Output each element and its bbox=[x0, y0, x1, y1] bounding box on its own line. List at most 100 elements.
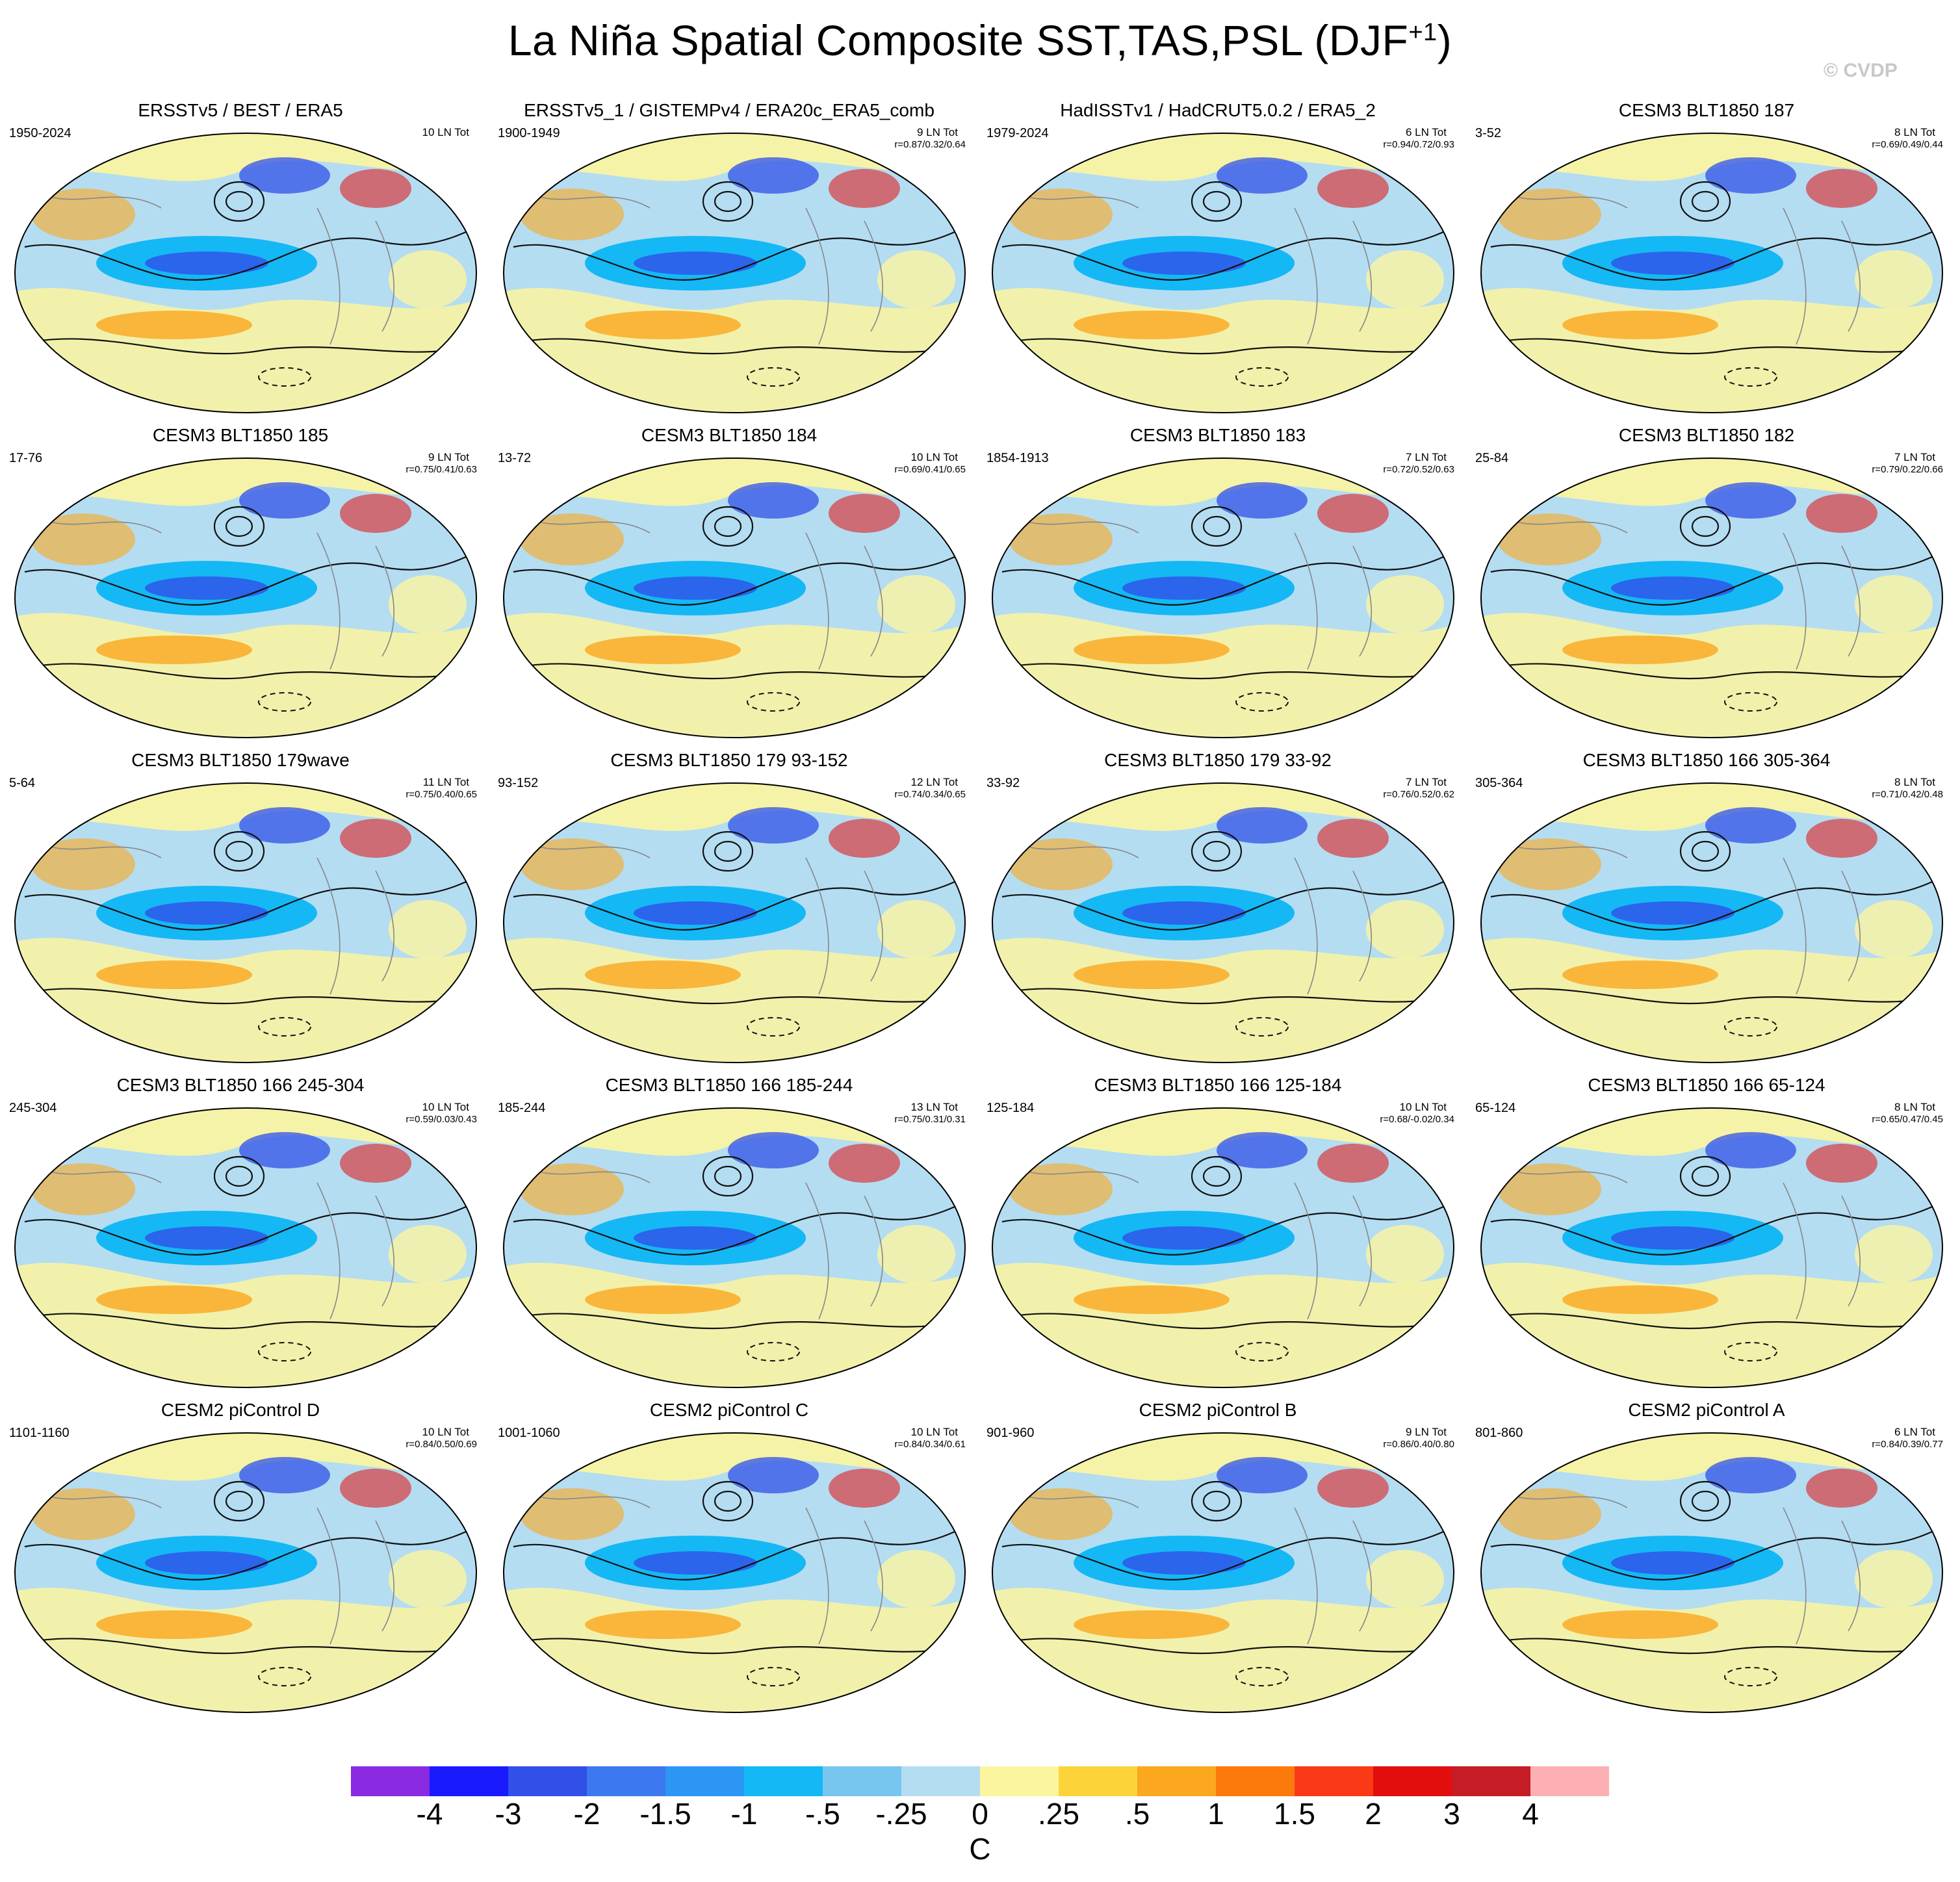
map-panel: CESM3 BLT1850 166 185-244 185-244 13 LN To… bbox=[489, 1072, 970, 1397]
pacific-cold-core bbox=[145, 1551, 268, 1575]
map-panel: CESM3 BLT1850 179wave 5-64 11 LN Tot r=0.75… bbox=[0, 747, 481, 1072]
map-border bbox=[1480, 133, 1943, 413]
north-america-cold-anomaly bbox=[1217, 807, 1308, 844]
panel-years: 93-152 bbox=[498, 776, 539, 790]
colorbar-tick-label: 2 bbox=[1365, 1797, 1382, 1831]
eurasia-warm-anomaly bbox=[829, 819, 900, 858]
eurasia-warm-anomaly bbox=[1317, 819, 1389, 858]
panel-title: CESM3 BLT1850 179 93-152 bbox=[610, 750, 848, 770]
world-map bbox=[14, 133, 477, 413]
panel-grid: ERSSTv5 / BEST / ERA5 1950-2024 10 LN Tot E… bbox=[0, 97, 1960, 1722]
south-pacific-warm-arc bbox=[1074, 311, 1230, 339]
psl-contour bbox=[995, 663, 1454, 680]
pacific-cold-core bbox=[1611, 576, 1734, 600]
psl-contour bbox=[714, 190, 742, 213]
psl-contour-negative bbox=[258, 367, 311, 387]
panel-title: CESM2 piControl C bbox=[649, 1400, 809, 1420]
south-pacific-warm-arc bbox=[96, 1610, 252, 1639]
psl-contour-negative bbox=[1235, 1667, 1289, 1686]
panel-correlation: r=0.84/0.34/0.61 bbox=[894, 1439, 966, 1450]
map-panel: CESM2 piControl B 901-960 9 LN Tot r=0.86/0… bbox=[977, 1397, 1458, 1722]
panel-title: CESM3 BLT1850 182 bbox=[1618, 425, 1795, 445]
coastline bbox=[1783, 857, 1807, 995]
asia-warm-anomaly bbox=[1497, 838, 1601, 890]
eurasia-warm-anomaly bbox=[829, 169, 900, 208]
panel-years: 185-244 bbox=[498, 1101, 546, 1115]
psl-contour bbox=[506, 1638, 965, 1655]
colorbar-tick-label: -2 bbox=[573, 1797, 600, 1831]
indian-ocean-warm-patch bbox=[1855, 575, 1933, 634]
map-border bbox=[992, 133, 1454, 413]
psl-contour bbox=[24, 551, 476, 606]
north-america-cold-anomaly bbox=[728, 1132, 819, 1168]
psl-contour bbox=[1679, 506, 1731, 547]
world-map bbox=[1480, 1107, 1943, 1388]
panel-event-count: 9 LN Tot bbox=[428, 451, 469, 463]
panel-correlation: r=0.84/0.39/0.77 bbox=[1872, 1439, 1943, 1450]
panel-event-count: 7 LN Tot bbox=[1894, 451, 1935, 463]
asia-warm-anomaly bbox=[520, 1488, 624, 1540]
psl-contour bbox=[213, 506, 265, 547]
map-panel: ERSSTv5_1 / GISTEMPv4 / ERA20c_ERA5_comb… bbox=[489, 97, 970, 422]
psl-contour bbox=[225, 1165, 253, 1187]
south-pacific-warm-arc bbox=[1074, 1285, 1230, 1314]
panel-correlation: r=0.65/0.47/0.45 bbox=[1872, 1114, 1943, 1125]
psl-contour-negative bbox=[258, 1017, 311, 1037]
panel-title: CESM3 BLT1850 187 bbox=[1618, 100, 1795, 120]
indian-ocean-warm-patch bbox=[1855, 1550, 1933, 1608]
map-border bbox=[14, 458, 477, 738]
asia-warm-anomaly bbox=[1009, 188, 1113, 240]
panel-event-count: 9 LN Tot bbox=[916, 126, 958, 138]
psl-contour-negative bbox=[1235, 692, 1289, 712]
map-border bbox=[14, 1107, 477, 1388]
colorbar-box bbox=[1059, 1766, 1137, 1796]
eurasia-warm-anomaly bbox=[340, 169, 411, 208]
coastline bbox=[805, 1507, 829, 1645]
north-america-cold-anomaly bbox=[239, 807, 330, 844]
colorbar-units: C bbox=[969, 1832, 991, 1866]
panel-correlation: r=0.72/0.52/0.63 bbox=[1383, 464, 1454, 475]
indian-ocean-warm-patch bbox=[1855, 250, 1933, 309]
psl-contour bbox=[995, 1638, 1454, 1655]
psl-contour bbox=[1691, 1490, 1720, 1512]
colorbar-tick-label: -.25 bbox=[875, 1797, 927, 1831]
panel-title: CESM3 BLT1850 166 305-364 bbox=[1582, 750, 1831, 770]
colorbar-tick-label: -3 bbox=[495, 1797, 522, 1831]
pacific-cold-core bbox=[145, 1226, 268, 1250]
colorbar-box bbox=[1452, 1766, 1530, 1796]
eurasia-warm-anomaly bbox=[340, 1144, 411, 1183]
south-pacific-warm-arc bbox=[1562, 636, 1718, 664]
map-border bbox=[992, 782, 1454, 1063]
psl-contour-negative bbox=[258, 692, 311, 712]
psl-contour bbox=[1679, 181, 1731, 222]
colorbar-tick-label: -.5 bbox=[805, 1797, 840, 1831]
panel-years: 901-960 bbox=[986, 1426, 1035, 1440]
asia-warm-anomaly bbox=[1009, 1488, 1113, 1540]
psl-contour bbox=[213, 1155, 265, 1197]
eurasia-warm-anomaly bbox=[1806, 169, 1877, 208]
coastline bbox=[1783, 532, 1807, 670]
colorbar-box bbox=[1137, 1766, 1216, 1796]
panel-years: 1854-1913 bbox=[986, 451, 1049, 465]
indian-ocean-warm-patch bbox=[877, 900, 955, 959]
colorbar-tick-label: 1 bbox=[1207, 1797, 1224, 1831]
map-panel: CESM3 BLT1850 183 1854-1913 7 LN Tot r=0.72… bbox=[977, 422, 1458, 747]
pacific-cold-core bbox=[634, 1551, 757, 1575]
coastline bbox=[864, 1520, 883, 1632]
map-panel: CESM3 BLT1850 179 93-152 93-152 12 LN Tot r… bbox=[489, 747, 970, 1072]
eurasia-warm-anomaly bbox=[829, 1469, 900, 1508]
panel-years: 125-184 bbox=[986, 1101, 1035, 1115]
psl-contour bbox=[1191, 1155, 1243, 1197]
psl-contour bbox=[995, 988, 1454, 1005]
indian-ocean-warm-patch bbox=[389, 1225, 467, 1283]
indian-ocean-warm-patch bbox=[389, 900, 467, 959]
map-border bbox=[503, 458, 966, 738]
eurasia-warm-anomaly bbox=[1806, 1144, 1877, 1183]
panel-years: 1950-2024 bbox=[9, 126, 71, 140]
world-map bbox=[992, 1432, 1454, 1713]
panel-title: CESM3 BLT1850 166 65-124 bbox=[1588, 1075, 1825, 1095]
coastline bbox=[375, 220, 394, 332]
map-panel: CESM2 piControl C 1001-1060 10 LN Tot r=0.8… bbox=[489, 1397, 970, 1722]
indian-ocean-warm-patch bbox=[389, 575, 467, 634]
psl-contour-negative bbox=[1724, 692, 1777, 712]
